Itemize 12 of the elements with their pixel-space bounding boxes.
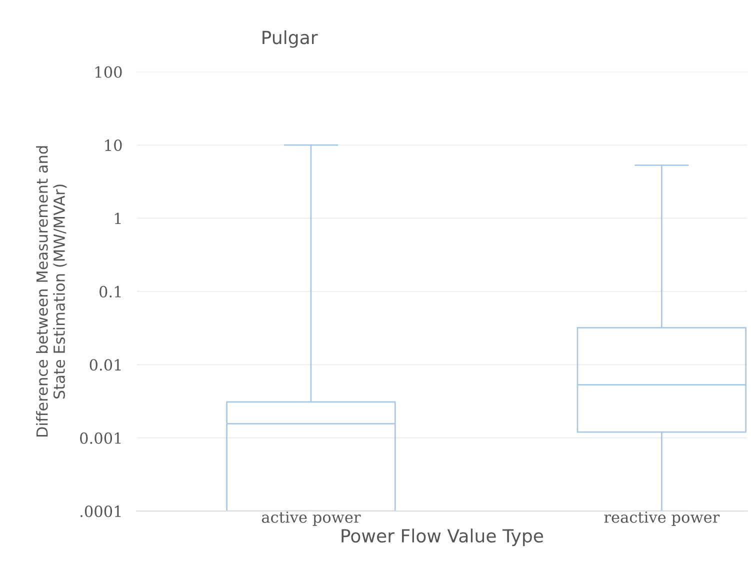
y-tick-label: 0.001: [80, 432, 121, 444]
x-tick-label: active power: [262, 511, 361, 526]
x-tick-label: reactive power: [604, 511, 720, 526]
y-tick-label: 100: [95, 66, 122, 78]
y-tick-label: 1: [114, 212, 121, 224]
chart-title: Pulgar: [262, 30, 318, 48]
y-axis-title: Difference between Measurement and State Estimation (MW/MVAr): [36, 146, 67, 437]
y-tick-label: 10: [105, 139, 122, 152]
y-tick-label: 0.1: [100, 286, 121, 298]
y-tick-label: .0001: [80, 506, 121, 518]
y-tick-label: 0.01: [90, 359, 121, 371]
x-axis-title: Power Flow Value Type: [342, 528, 544, 546]
